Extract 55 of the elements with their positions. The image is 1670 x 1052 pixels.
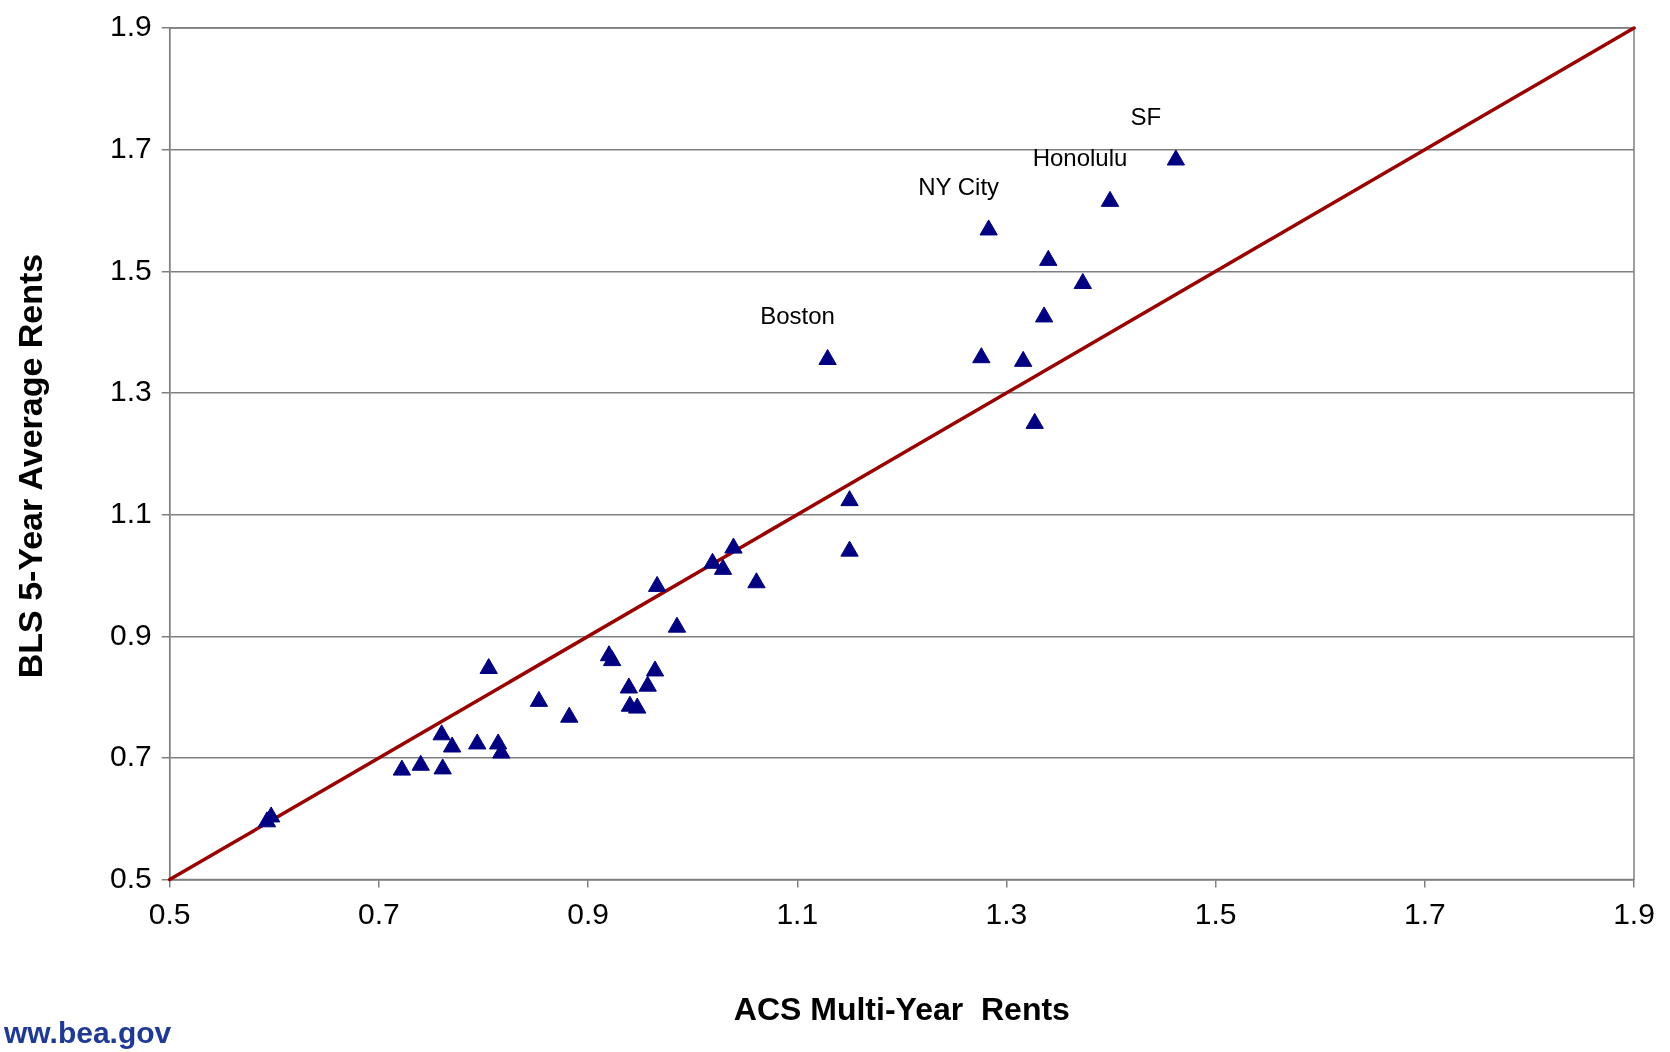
point xyxy=(432,724,451,741)
point xyxy=(647,575,667,592)
y-tick-label: 1.1 xyxy=(109,495,152,529)
point xyxy=(602,650,622,667)
y-tick-label: 1.9 xyxy=(109,9,152,43)
x-tick-label: 1.1 xyxy=(776,896,819,930)
point xyxy=(560,706,579,723)
point xyxy=(529,690,549,707)
x-tick-label: 0.9 xyxy=(567,896,609,930)
point xyxy=(628,697,647,714)
text: ww.bea.gov xyxy=(3,1016,172,1050)
y-tick-label: 1.7 xyxy=(109,130,152,164)
point xyxy=(724,537,743,554)
y-tick-label: 1.5 xyxy=(109,252,152,286)
x-tick-label: 1.5 xyxy=(1194,896,1237,930)
point xyxy=(619,677,639,694)
point xyxy=(468,733,487,750)
y-tick-label: 1.3 xyxy=(109,374,152,408)
x-tick-label: 1.9 xyxy=(1613,896,1655,930)
point xyxy=(1034,306,1054,323)
point xyxy=(442,736,462,753)
point xyxy=(840,540,859,557)
x-tick-label: 1.3 xyxy=(985,896,1028,930)
point xyxy=(1166,149,1186,166)
point xyxy=(1025,412,1044,429)
point xyxy=(840,490,859,507)
annotation: NY City xyxy=(918,172,1000,200)
x-tick-label: 0.5 xyxy=(148,896,191,930)
point xyxy=(1100,190,1120,207)
y-tick-label: 0.7 xyxy=(109,739,152,773)
point xyxy=(433,758,452,775)
annotation: Boston xyxy=(760,302,835,330)
x-tick-label: 1.7 xyxy=(1403,896,1446,930)
point xyxy=(392,759,412,776)
point xyxy=(747,572,766,589)
point xyxy=(645,660,665,677)
point xyxy=(1073,272,1092,289)
point xyxy=(1039,249,1058,266)
annotation: SF xyxy=(1130,102,1162,130)
point xyxy=(979,219,998,236)
point xyxy=(411,754,430,771)
x-axis-title: ACS Multi-Year Rents xyxy=(733,990,1070,1027)
point xyxy=(479,658,498,675)
point xyxy=(713,558,733,575)
y-tick-label: 0.5 xyxy=(109,860,152,894)
point xyxy=(818,349,837,366)
point xyxy=(972,347,991,364)
y-axis-title: BLS 5-Year Average Rents xyxy=(10,253,50,679)
point xyxy=(638,675,657,692)
point xyxy=(1014,350,1033,367)
y-tick-label: 0.9 xyxy=(109,617,152,651)
point xyxy=(667,616,687,633)
x-tick-label: 0.7 xyxy=(358,896,400,930)
point xyxy=(703,552,722,569)
annotation: Honolulu xyxy=(1032,143,1128,171)
